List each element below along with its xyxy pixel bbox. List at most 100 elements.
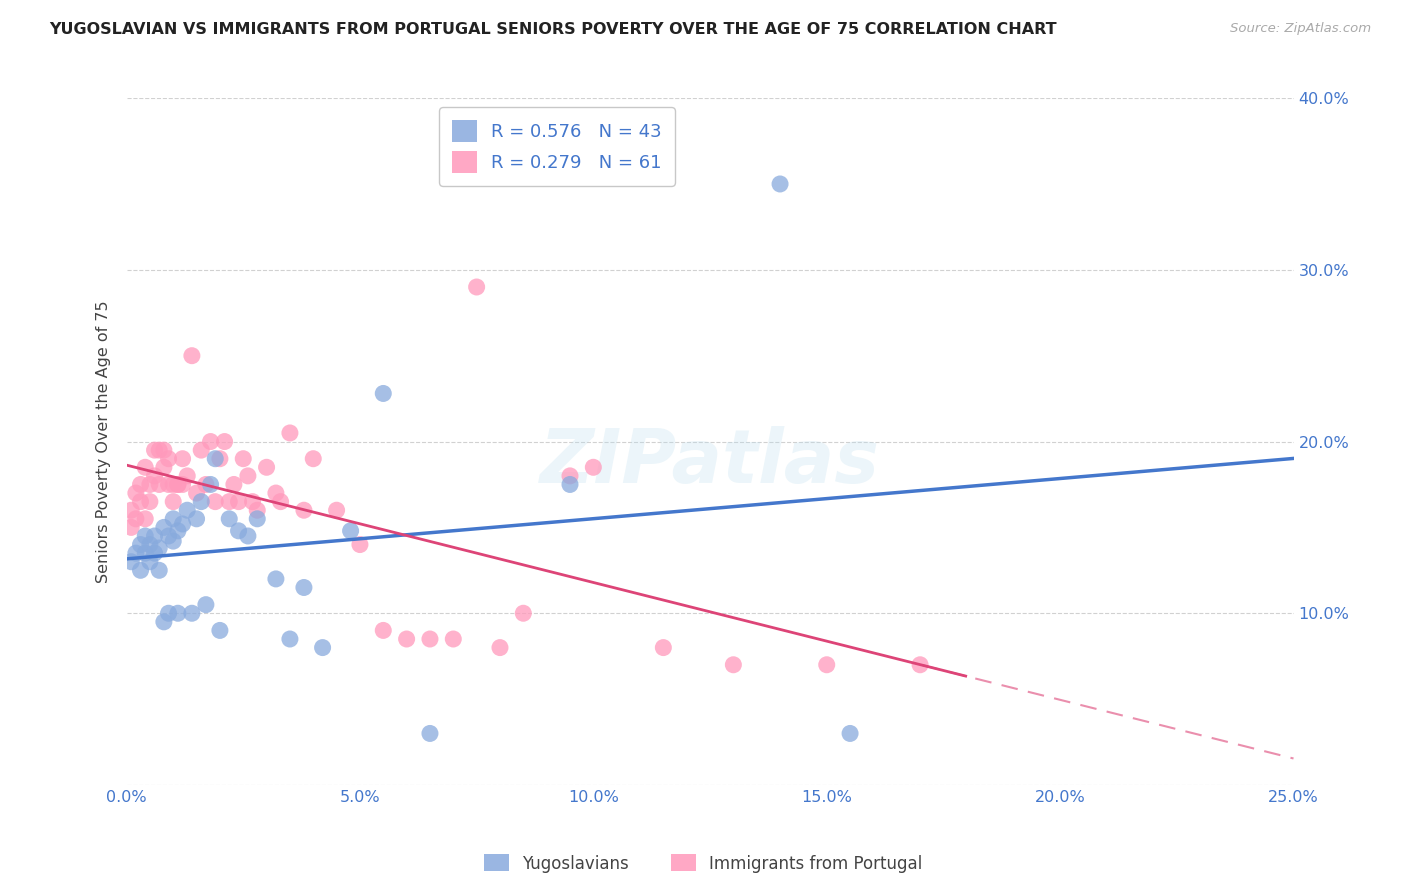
Point <box>157 529 180 543</box>
Point <box>582 460 605 475</box>
Point <box>120 520 142 534</box>
Point <box>395 632 418 646</box>
Point <box>839 726 862 740</box>
Point <box>373 624 395 638</box>
Point <box>194 477 217 491</box>
Point <box>278 425 301 440</box>
Point <box>236 469 259 483</box>
Point <box>139 494 162 508</box>
Point <box>172 516 194 531</box>
Point <box>292 581 315 595</box>
Point <box>218 494 240 508</box>
Point <box>652 640 675 655</box>
Point <box>148 443 170 458</box>
Point <box>228 494 250 508</box>
Point <box>558 469 581 483</box>
Point <box>311 640 333 655</box>
Point <box>441 632 464 646</box>
Point <box>134 512 156 526</box>
Point <box>204 451 226 466</box>
Point <box>246 503 269 517</box>
Point <box>419 632 441 646</box>
Point <box>190 443 212 458</box>
Point <box>236 529 259 543</box>
Point <box>228 524 250 538</box>
Point <box>162 494 184 508</box>
Point <box>373 386 395 401</box>
Y-axis label: Seniors Poverty Over the Age of 75: Seniors Poverty Over the Age of 75 <box>96 301 111 582</box>
Point <box>167 607 190 621</box>
Point <box>129 537 152 551</box>
Point <box>264 572 287 586</box>
Legend: R = 0.576   N = 43, R = 0.279   N = 61: R = 0.576 N = 43, R = 0.279 N = 61 <box>439 107 675 186</box>
Point <box>129 477 152 491</box>
Legend: Yugoslavians, Immigrants from Portugal: Yugoslavians, Immigrants from Portugal <box>477 847 929 880</box>
Point <box>162 477 184 491</box>
Point <box>214 434 236 449</box>
Point <box>325 503 347 517</box>
Point <box>815 657 838 672</box>
Point <box>134 460 156 475</box>
Point <box>143 529 166 543</box>
Point <box>134 529 156 543</box>
Point <box>125 546 148 560</box>
Point <box>419 726 441 740</box>
Point <box>139 537 162 551</box>
Point <box>167 524 190 538</box>
Point <box>153 460 176 475</box>
Point <box>278 632 301 646</box>
Point <box>512 607 534 621</box>
Point <box>200 434 222 449</box>
Point <box>143 443 166 458</box>
Point <box>208 624 231 638</box>
Point <box>218 512 240 526</box>
Point <box>292 503 315 517</box>
Point <box>157 451 180 466</box>
Point <box>167 477 190 491</box>
Point <box>302 451 325 466</box>
Point <box>172 451 194 466</box>
Point <box>558 477 581 491</box>
Point <box>186 486 208 500</box>
Point <box>143 469 166 483</box>
Point <box>129 563 152 577</box>
Point <box>222 477 245 491</box>
Point <box>162 512 184 526</box>
Point <box>125 512 148 526</box>
Point <box>194 598 217 612</box>
Point <box>120 503 142 517</box>
Point <box>129 494 152 508</box>
Point <box>242 494 264 508</box>
Point <box>162 534 184 549</box>
Point <box>349 537 371 551</box>
Point <box>208 451 231 466</box>
Point <box>148 477 170 491</box>
Point <box>176 503 198 517</box>
Point <box>246 512 269 526</box>
Text: YUGOSLAVIAN VS IMMIGRANTS FROM PORTUGAL SENIORS POVERTY OVER THE AGE OF 75 CORRE: YUGOSLAVIAN VS IMMIGRANTS FROM PORTUGAL … <box>49 22 1057 37</box>
Point <box>489 640 512 655</box>
Point <box>465 280 488 294</box>
Point <box>139 477 162 491</box>
Point <box>186 512 208 526</box>
Point <box>157 607 180 621</box>
Point <box>157 477 180 491</box>
Point <box>134 546 156 560</box>
Point <box>190 494 212 508</box>
Point <box>723 657 745 672</box>
Point <box>148 563 170 577</box>
Point <box>167 477 190 491</box>
Point <box>125 486 148 500</box>
Point <box>232 451 254 466</box>
Point <box>769 177 792 191</box>
Point <box>256 460 278 475</box>
Point <box>204 494 226 508</box>
Point <box>143 546 166 560</box>
Point <box>200 477 222 491</box>
Point <box>180 607 202 621</box>
Point <box>172 477 194 491</box>
Text: Source: ZipAtlas.com: Source: ZipAtlas.com <box>1230 22 1371 36</box>
Point <box>270 494 292 508</box>
Point <box>180 349 202 363</box>
Point <box>139 555 162 569</box>
